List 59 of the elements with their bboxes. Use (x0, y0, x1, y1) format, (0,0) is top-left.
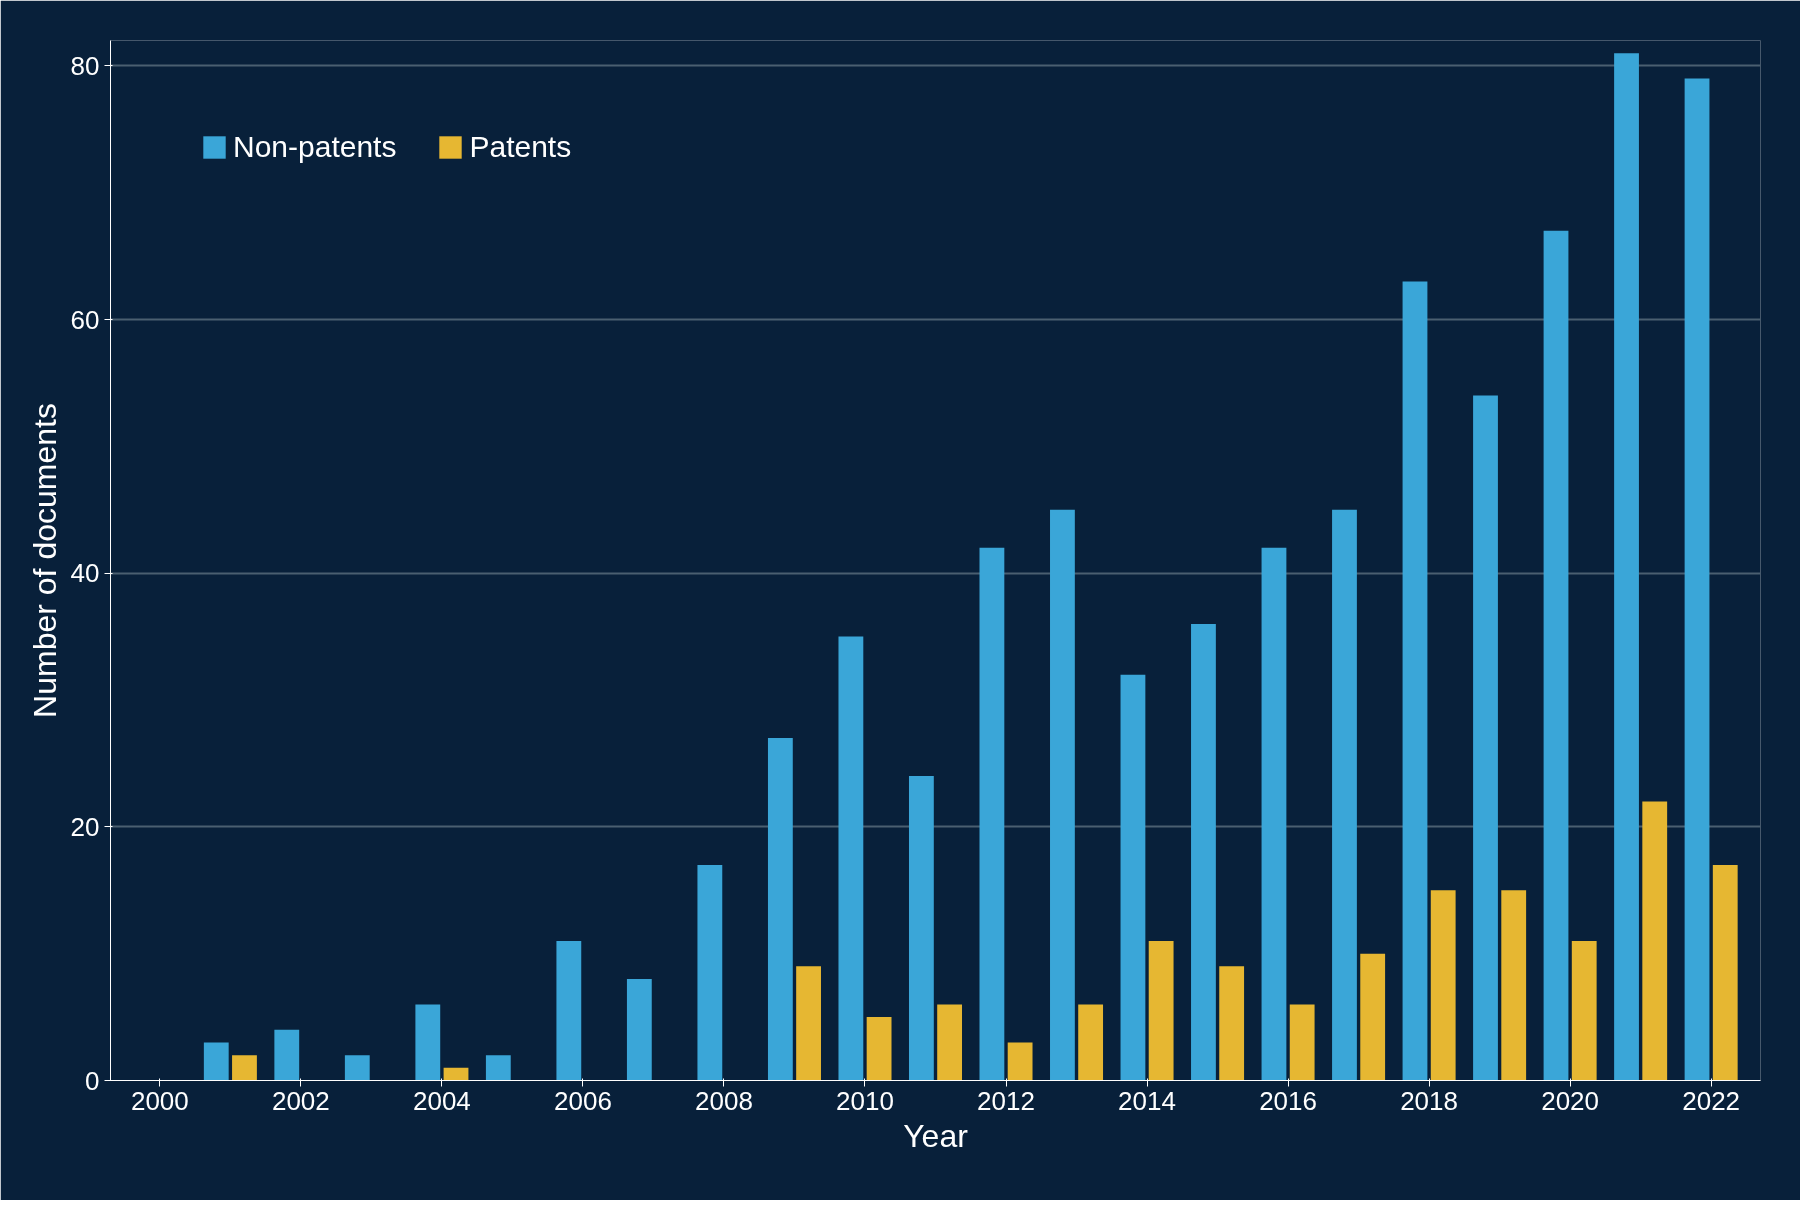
x-tick-label: 2000 (130, 1085, 189, 1116)
bar (979, 547, 1005, 1081)
x-tick-label: 2008 (695, 1085, 753, 1116)
x-axis-title: Year (903, 1117, 969, 1154)
bar (1050, 509, 1075, 1081)
y-tick-label: 40 (70, 558, 100, 589)
bar (443, 1067, 469, 1081)
y-tick-label: 80 (70, 50, 100, 81)
bar (203, 1042, 229, 1081)
bar (1007, 1042, 1033, 1081)
x-tick-label: 2006 (554, 1085, 612, 1116)
bar (274, 1029, 300, 1081)
bar (866, 1017, 892, 1081)
bar (1120, 674, 1146, 1081)
bar (697, 864, 723, 1081)
x-tick-label: 2018 (1400, 1085, 1459, 1116)
bar (1430, 890, 1456, 1081)
y-axis-title: Number of documents (26, 403, 63, 718)
bar (1078, 1004, 1104, 1081)
bar (1148, 940, 1174, 1081)
bar (1684, 78, 1710, 1081)
x-tick-label: 2002 (271, 1085, 330, 1116)
x-tick-label: 2020 (1541, 1085, 1600, 1116)
bar (485, 1055, 511, 1081)
bar (232, 1055, 257, 1081)
bar (1543, 230, 1569, 1081)
bar (1191, 623, 1216, 1081)
bar (415, 1004, 441, 1081)
x-tick-label: 2016 (1259, 1085, 1317, 1116)
x-tick-label: 2014 (1118, 1085, 1176, 1116)
bar (1402, 281, 1428, 1081)
bar (1289, 1004, 1315, 1081)
bar (556, 940, 582, 1081)
x-tick-label: 2012 (977, 1085, 1035, 1116)
bar (1261, 547, 1287, 1081)
legend-label: Non-patents (233, 130, 397, 164)
bar (908, 776, 934, 1081)
bar (1712, 864, 1738, 1081)
x-tick-label: 2022 (1682, 1085, 1741, 1116)
x-tick-label: 2004 (412, 1085, 471, 1116)
bar (1571, 940, 1597, 1081)
bar (937, 1004, 963, 1081)
bar (1219, 966, 1245, 1081)
legend-label: Patents (469, 130, 572, 164)
bar (796, 966, 821, 1081)
bar (344, 1055, 370, 1081)
bar (1360, 953, 1386, 1081)
bar (1501, 890, 1527, 1081)
bar (1332, 509, 1357, 1081)
bar (838, 636, 864, 1081)
y-tick-label: 0 (85, 1065, 100, 1096)
bar (1642, 801, 1668, 1081)
bar (626, 979, 652, 1081)
bar (1614, 53, 1639, 1081)
bar (767, 738, 793, 1081)
y-tick-label: 20 (70, 811, 100, 842)
bar (1473, 395, 1498, 1081)
x-tick-label: 2010 (836, 1085, 894, 1116)
y-tick-label: 60 (70, 304, 100, 335)
